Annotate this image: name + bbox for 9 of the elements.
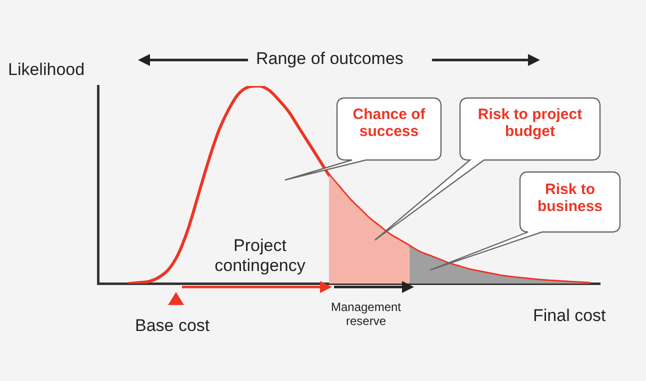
x-axis-title: Final cost bbox=[533, 306, 606, 326]
annotation: Risk to business bbox=[536, 181, 604, 215]
annotation: Project contingency bbox=[214, 236, 306, 276]
annotation: Chance of success bbox=[352, 106, 426, 140]
y-axis-title: Likelihood bbox=[8, 60, 85, 80]
text: Range of outcomes bbox=[256, 49, 404, 69]
text: Base cost bbox=[135, 316, 210, 336]
text: Management reserve bbox=[330, 300, 402, 328]
annotation: Risk to project budget bbox=[476, 106, 584, 140]
